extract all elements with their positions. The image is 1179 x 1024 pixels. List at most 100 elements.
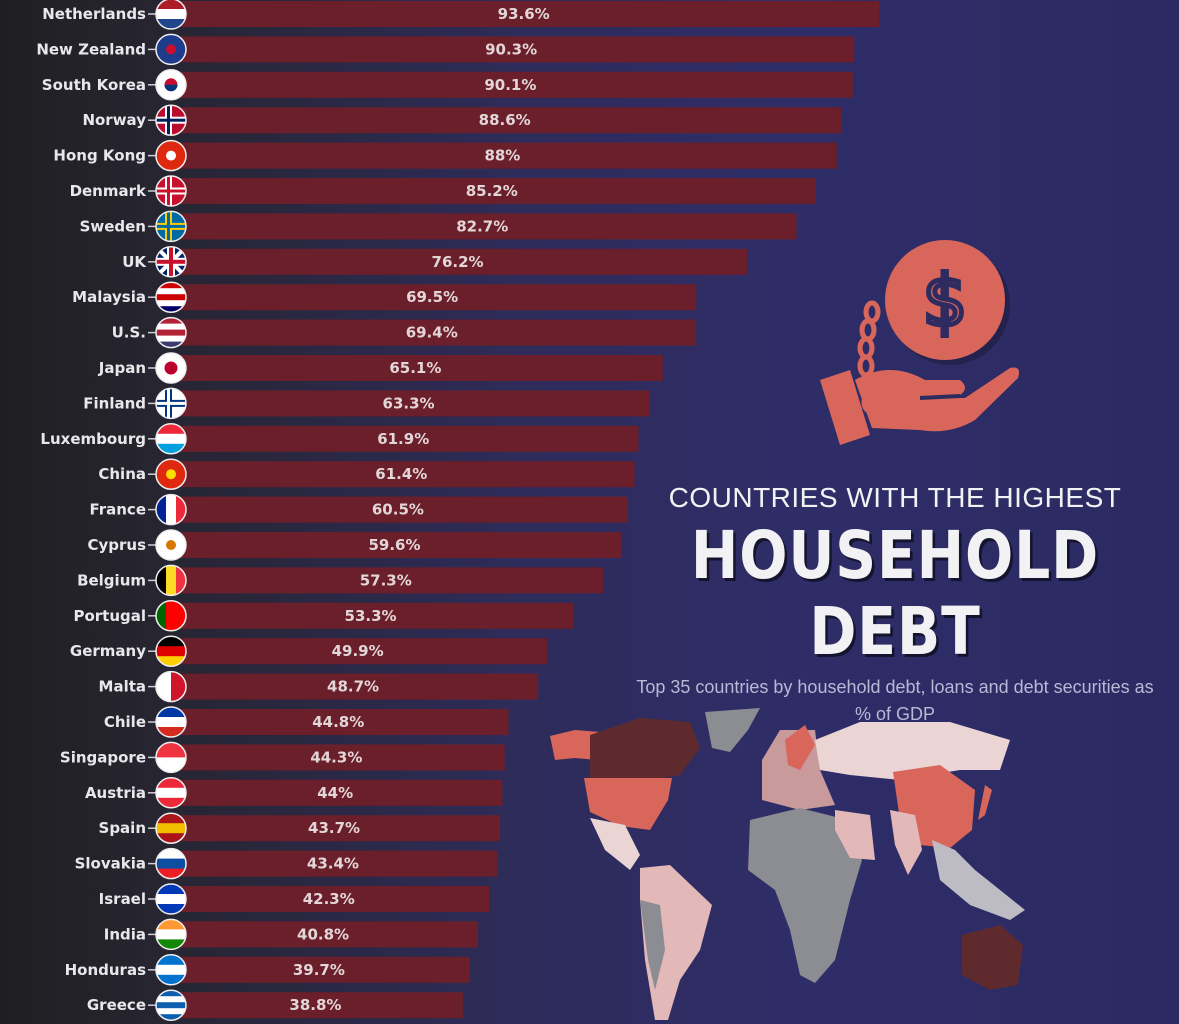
category-label: France — [89, 501, 146, 519]
data-label: 63.3% — [383, 394, 435, 412]
flag-ring — [155, 139, 187, 172]
data-label: 40.8% — [297, 925, 349, 943]
flag-ring — [155, 989, 187, 1021]
data-label: 48.7% — [327, 678, 379, 696]
bar — [168, 815, 501, 842]
category-label: UK — [122, 253, 147, 271]
category-label: New Zealand — [36, 40, 146, 58]
data-label: 90.1% — [484, 76, 536, 94]
map-se-asia — [932, 840, 1025, 920]
category-label: Israel — [99, 890, 146, 908]
flag-icon — [156, 353, 186, 383]
flag-ring — [155, 918, 187, 951]
hand-chained-coin-dollar-icon: $ — [820, 240, 1019, 445]
data-label: 88% — [484, 147, 520, 165]
category-label: Belgium — [77, 571, 146, 589]
map-australia — [962, 925, 1023, 990]
category-label: Austria — [85, 784, 146, 802]
category-label: Finland — [83, 394, 146, 412]
map-south-america — [640, 865, 712, 1020]
flag-icon — [156, 69, 186, 100]
flag-icon — [156, 565, 186, 596]
data-label: 60.5% — [372, 501, 424, 519]
flag-ring — [155, 847, 187, 880]
data-label: 88.6% — [479, 111, 531, 129]
data-label: 44% — [317, 784, 353, 802]
category-label: Luxembourg — [40, 430, 146, 448]
bar — [168, 319, 696, 346]
flag-ring — [155, 600, 187, 632]
flag-ring — [155, 281, 187, 313]
category-label: Singapore — [60, 748, 146, 766]
world-map — [550, 708, 1025, 1020]
data-label: 44.3% — [310, 748, 362, 766]
data-label: 43.7% — [308, 819, 360, 837]
flag-icon — [156, 317, 186, 348]
category-label: Malta — [99, 678, 146, 696]
category-label: Chile — [104, 713, 146, 731]
bar — [168, 567, 604, 594]
map-africa — [748, 808, 862, 983]
data-label: 49.9% — [332, 642, 384, 660]
data-label: 90.3% — [485, 40, 537, 58]
category-label: Netherlands — [42, 5, 146, 23]
category-label: Spain — [99, 819, 146, 837]
bar — [168, 248, 748, 275]
data-label: 39.7% — [293, 961, 345, 979]
bar — [168, 886, 490, 912]
map-middle-east — [835, 810, 875, 860]
bar — [168, 850, 498, 877]
data-label: 44.8% — [312, 713, 364, 731]
data-label: 59.6% — [368, 536, 420, 554]
data-label: 43.4% — [307, 855, 359, 873]
bar — [168, 425, 639, 452]
category-label: Malaysia — [72, 288, 146, 306]
flag-icon — [156, 848, 186, 879]
flag-ring — [155, 246, 187, 278]
data-label: 82.7% — [456, 217, 508, 235]
category-label: Greece — [87, 996, 146, 1014]
bar — [168, 36, 855, 63]
flag-ring — [155, 33, 187, 66]
flag-ring — [155, 670, 187, 703]
flag-ring — [155, 423, 187, 455]
flag-ring — [155, 529, 187, 561]
flag-icon — [156, 34, 186, 65]
flag-icon — [156, 282, 186, 313]
data-label: 93.6% — [498, 5, 550, 23]
category-label: Cyprus — [87, 536, 146, 554]
flag-ring — [155, 777, 187, 809]
bar — [168, 496, 628, 523]
bar — [168, 142, 837, 169]
flag-icon — [156, 813, 186, 844]
bar — [168, 1, 880, 27]
bar — [168, 673, 539, 700]
flag-ring — [155, 210, 187, 243]
flag-icon — [156, 600, 186, 631]
flag-icon — [156, 0, 186, 29]
title-block: COUNTRIES WITH THE HIGHEST HOUSEHOLD DEB… — [630, 482, 1160, 728]
bar — [168, 744, 505, 771]
flag-icon — [156, 459, 186, 490]
title-kicker: COUNTRIES WITH THE HIGHEST — [668, 482, 1122, 513]
category-label: Japan — [98, 359, 146, 377]
data-label: 61.9% — [377, 430, 429, 448]
map-usa — [584, 778, 672, 830]
subtitle: Top 35 countries by household debt, loan… — [636, 677, 1154, 724]
bar — [168, 921, 479, 948]
flag-icon — [156, 742, 186, 773]
data-label: 65.1% — [389, 359, 441, 377]
data-label: 76.2% — [432, 253, 484, 271]
data-label: 69.4% — [406, 324, 458, 342]
flag-ring — [155, 564, 187, 597]
bar — [168, 107, 842, 134]
flag-icon — [156, 140, 186, 171]
category-label: U.S. — [112, 324, 146, 342]
flag-icon — [156, 777, 186, 808]
flag-icon — [156, 707, 186, 737]
bar — [168, 461, 635, 488]
bar — [168, 709, 509, 735]
category-label: China — [98, 465, 146, 483]
svg-text:$: $ — [923, 260, 968, 342]
